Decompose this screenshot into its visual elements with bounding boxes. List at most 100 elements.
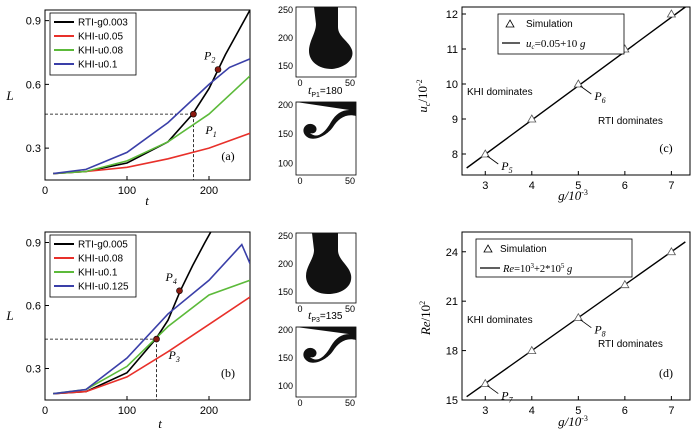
legend-scatter-label: Simulation [500, 244, 547, 255]
inset-a1-time-value: =180 [320, 86, 343, 97]
inset-a1-time: tP1=180 [308, 83, 343, 99]
triangle-marker [480, 149, 490, 158]
panel-a-ticks: 0 100 200 0.3 0.6 0.9 [26, 16, 218, 197]
legend-label-khi1: KHI-u0.08 [78, 254, 123, 265]
legend-fit-label: uc=0.05+10 g [526, 38, 586, 51]
legend-fit-label-sup2: 5 [561, 262, 565, 270]
x-tick-label: 7 [668, 180, 674, 192]
x-tick-label: 5 [575, 180, 581, 192]
panel-c-region-upper: KHI dominates [467, 87, 533, 98]
inset-y-tick-label: 150 [278, 129, 293, 139]
panel-c-legend: Simulation uc=0.05+10 g [497, 13, 625, 55]
panel-d-xlabel-sup: -3 [581, 414, 588, 423]
panel-b-xlabel: t [158, 416, 162, 431]
panel-d-ylabel-main: Re [418, 321, 433, 336]
inset-x-tick-label: 0 [297, 304, 302, 314]
point-arrow [487, 155, 499, 165]
point-label: P7 [500, 389, 513, 405]
panel-d-region-upper: KHI dominates [467, 315, 533, 326]
fit-line [466, 6, 686, 169]
panel-a-xlabel: t [145, 193, 149, 208]
panel-d-panel-label: (d) [659, 366, 673, 380]
point-marker [190, 110, 197, 118]
panel-c-xlabel-sup: -3 [581, 188, 588, 197]
inset-x-tick-label: 50 [345, 398, 355, 408]
panel-c-region-lower: RTI dominates [598, 116, 663, 127]
inset-y-tick-label: 200 [278, 325, 293, 335]
panel-d: 3 4 5 6 7 15 18 21 24 P7 P8 g/10-3 Re/102 (d) KHI… [418, 231, 691, 429]
series-line-2 [53, 75, 250, 175]
panel-a-panel-label: (a) [221, 149, 234, 163]
panel-c-xlabel: g/10-3 [558, 188, 588, 203]
panel-b-guides [45, 338, 157, 400]
legend-label-rti: RTI-g0.005 [78, 240, 128, 251]
panel-c-frame [461, 6, 691, 176]
triangle-marker [527, 114, 537, 123]
panel-c-fit-line [466, 6, 686, 169]
point-arrow [487, 385, 499, 394]
inset-b1-bubble [306, 233, 352, 294]
inset-b1-time-symbol: t [308, 308, 312, 322]
y-tick-label: 0.3 [26, 364, 41, 376]
panel-d-legend: Simulation Re=103+2*105 g [475, 238, 633, 278]
inset-a1-time-symbol: t [308, 83, 312, 97]
x-tick-label: 200 [200, 405, 218, 417]
panel-b-inset-ticks: 150 200 250 0 50 100 150 200 0 50 [278, 231, 355, 408]
y-tick-label: 11 [447, 44, 458, 56]
x-tick-label: 4 [529, 180, 535, 192]
inset-y-tick-label: 250 [278, 231, 293, 241]
panel-d-ylabel-sup: 2 [418, 301, 427, 305]
panel-c-panel-label: (c) [659, 141, 672, 155]
triangle-marker [573, 79, 584, 88]
legend-fit-label: Re=103+2*105 g [502, 262, 572, 275]
legend-triangle-icon [505, 19, 515, 28]
panel-d-region-lower: RTI dominates [598, 339, 663, 350]
legend-scatter-label: Simulation [526, 19, 573, 30]
panel-d-frame [461, 231, 691, 401]
legend-box [497, 13, 625, 55]
y-tick-label: 0.6 [26, 301, 41, 313]
legend-label-rti: RTI-g0.003 [78, 18, 128, 29]
x-tick-label: 100 [118, 405, 136, 417]
panel-a-inset-ticks: 150 200 250 0 50 100 150 200 0 50 [278, 5, 355, 186]
panel-a-insets: tP1=180 150 200 250 0 50 100 150 200 0 50 [278, 5, 357, 186]
inset-x-tick-label: 0 [297, 398, 302, 408]
panel-a: 0 100 200 0.3 0.6 0.9 P1 P2 t L (a) RTI-g0.003… [5, 9, 251, 208]
panel-a-legend: RTI-g0.003 KHI-u0.05 KHI-u0.08 KHI-u0.1 [49, 12, 137, 76]
panel-b: 0 100 200 0.3 0.6 0.9 P3 P4 t L (b) RTI-g0.005… [5, 231, 251, 431]
panel-d-xlabel: g/10-3 [558, 414, 588, 429]
y-tick-label: 0.9 [26, 238, 41, 250]
inset-b1-time-sub: P3 [311, 317, 320, 324]
inset-y-tick-label: 150 [278, 287, 293, 297]
panel-c-ticks: 3 4 5 6 7 8 9 10 11 12 [446, 9, 675, 192]
inset-a1-time-sub: P1 [311, 92, 320, 99]
inset-b1-time: tP3=135 [308, 308, 343, 324]
x-tick-label: 0 [42, 405, 48, 417]
panel-b-series [53, 232, 250, 395]
x-tick-label: 3 [482, 405, 488, 417]
y-tick-label: 9 [452, 114, 458, 126]
legend-box [475, 238, 633, 278]
point-label: P5 [500, 159, 512, 175]
inset-x-tick-label: 0 [297, 176, 302, 186]
panel-c-ylabel-rest: /10 [415, 86, 430, 103]
inset-y-tick-label: 200 [278, 259, 293, 269]
inset-x-tick-label: 0 [297, 78, 302, 88]
panel-b-ylabel: L [5, 308, 13, 323]
panel-b-panel-label: (b) [221, 366, 235, 380]
point-arrow [580, 319, 592, 328]
inset-y-tick-label: 150 [278, 353, 293, 363]
y-tick-label: 0.3 [26, 143, 41, 155]
x-tick-label: 200 [200, 185, 218, 197]
inset-y-tick-label: 100 [278, 158, 293, 168]
point-marker [214, 66, 222, 73]
legend-triangle-icon [483, 244, 493, 253]
point-label: P4 [164, 270, 176, 286]
legend-label-khi2: KHI-u0.08 [78, 46, 123, 57]
x-tick-label: 5 [575, 405, 581, 417]
series-line-3 [53, 243, 250, 395]
y-tick-label: 21 [446, 296, 458, 308]
inset-b2-roll [296, 327, 356, 363]
y-tick-label: 12 [446, 9, 458, 21]
